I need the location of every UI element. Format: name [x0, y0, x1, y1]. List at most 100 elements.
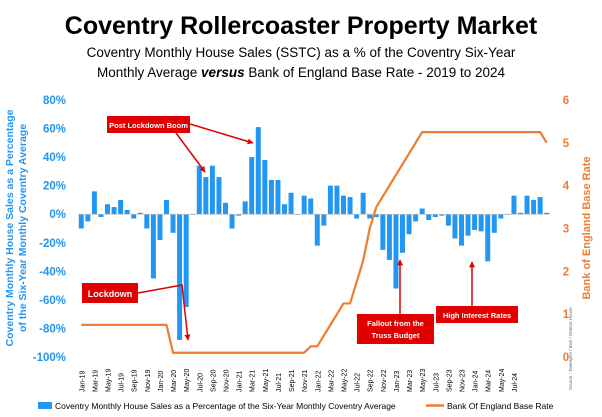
- x-tick-label: Jan-20: [158, 370, 165, 392]
- y-tick-label-left: -40%: [39, 266, 66, 278]
- y-tick-label-left: 60%: [43, 124, 66, 136]
- y-tick-label-left: -60%: [39, 295, 66, 307]
- bar: [137, 212, 143, 215]
- bar: [111, 207, 117, 215]
- x-tick-label: Jan-22: [315, 370, 322, 392]
- bar: [426, 214, 432, 220]
- chart-title: Coventry Rollercoaster Property Market: [65, 12, 538, 40]
- bar: [308, 198, 314, 215]
- y-tick-label-left: 0%: [49, 209, 66, 221]
- bar: [282, 204, 287, 215]
- x-tick-label: Sep-19: [132, 369, 139, 392]
- subtitle-part-c: Bank of England Base Rate - 2019 to 2024: [245, 65, 506, 80]
- bar: [478, 214, 484, 232]
- y-tick-label-right: 1: [563, 309, 570, 321]
- annotation-high-interest-rates: High Interest Rates: [436, 261, 518, 323]
- bar: [367, 214, 373, 219]
- annotation-box: [436, 306, 518, 323]
- bar: [334, 185, 340, 215]
- bar: [380, 214, 386, 250]
- ylabel-left-line2: of the Six-Year Monthly Coventry Average: [17, 124, 29, 332]
- bar: [406, 214, 412, 235]
- x-tick-label: Mar-23: [407, 370, 414, 392]
- bar: [170, 214, 176, 233]
- bar: [439, 214, 445, 216]
- bar: [419, 208, 425, 215]
- bar: [360, 192, 366, 215]
- bar: [85, 214, 91, 222]
- chart-subtitle-line2: Monthly Average versus Bank of England B…: [97, 65, 506, 80]
- bar: [531, 199, 537, 215]
- bar: [524, 195, 530, 215]
- y-tick-label-left: 20%: [43, 181, 66, 193]
- x-tick-label: Sep-21: [289, 369, 296, 392]
- bar: [472, 214, 478, 230]
- bar: [288, 192, 294, 215]
- x-axis-ticks: Jan-19 Mar-19 May-19 Jul-19 Sep-19 Nov-19 Jan-…: [79, 369, 519, 392]
- x-tick-label: Mar-19: [92, 370, 99, 392]
- bar: [242, 201, 248, 215]
- bar: [413, 214, 419, 222]
- bar: [485, 214, 491, 262]
- bar: [150, 214, 156, 279]
- annotation-lockdown: Lockdown: [82, 283, 191, 341]
- bar: [537, 197, 543, 215]
- bar: [393, 214, 399, 289]
- x-tick-label: Jan-21: [237, 370, 244, 392]
- bar: [203, 177, 209, 215]
- x-tick-label: Jul-23: [433, 373, 440, 392]
- x-tick-label: Jan-24: [473, 370, 480, 392]
- bar: [321, 214, 327, 226]
- bar: [544, 212, 550, 215]
- bar: [518, 212, 523, 215]
- x-tick-label: Nov-22: [381, 369, 388, 392]
- bar: [216, 177, 222, 215]
- y-axis-right: 0 1 2 3 4 5 6: [563, 95, 570, 364]
- x-tick-label: May-20: [184, 369, 191, 392]
- x-tick-label: May-24: [499, 369, 506, 392]
- x-tick-label: Mar-20: [171, 370, 178, 392]
- y-tick-label-right: 2: [563, 266, 569, 278]
- x-tick-label: May-23: [420, 369, 427, 392]
- x-tick-label: Nov-23: [460, 369, 467, 392]
- bar: [498, 214, 504, 219]
- x-tick-label: Nov-20: [224, 369, 231, 392]
- x-tick-label: Jan-23: [394, 370, 401, 392]
- bar: [164, 199, 169, 215]
- base-rate-line: [81, 131, 548, 354]
- y-tick-label-left: 80%: [43, 95, 66, 107]
- x-tick-label: Jul-24: [512, 373, 519, 392]
- y-tick-label-left: -80%: [39, 323, 66, 335]
- bar: [341, 195, 346, 215]
- x-tick-label: Mar-24: [486, 370, 493, 392]
- annotation-arrow: [175, 132, 206, 173]
- legend-label-sales: Coventry Monthly House Sales as a Percen…: [55, 401, 396, 411]
- x-tick-label: Nov-19: [145, 369, 152, 392]
- legend: Coventry Monthly House Sales as a Percen…: [38, 401, 554, 411]
- legend-swatch-sales: [38, 402, 52, 409]
- bar: [432, 214, 438, 218]
- subtitle-part-a: Monthly Average: [97, 65, 201, 80]
- bar: [124, 209, 130, 215]
- annotation-box: [107, 116, 190, 133]
- bar: [236, 214, 242, 216]
- bar: [183, 214, 189, 308]
- y-tick-label-right: 4: [563, 181, 570, 193]
- x-tick-label: Jan-19: [79, 370, 86, 392]
- x-tick-label: May-21: [263, 369, 270, 392]
- x-tick-label: Sep-20: [210, 369, 217, 392]
- annotation-box: [357, 314, 434, 344]
- bar: [386, 214, 392, 260]
- x-tick-label: Jul-22: [355, 373, 362, 392]
- bar: [459, 214, 464, 246]
- x-tick-label: Mar-21: [250, 370, 257, 392]
- annotation-label: Post Lockdown Boom: [109, 121, 188, 130]
- y-tick-label-left: 40%: [43, 152, 66, 164]
- bar: [223, 202, 228, 215]
- bar: [268, 179, 274, 215]
- y-axis-left: -100% -80% -60% -40% -20% 0% 20% 40% 60% 80%: [33, 95, 66, 364]
- bar: [91, 191, 97, 215]
- y-tick-label-right: 3: [563, 224, 569, 236]
- subtitle-part-b: versus: [201, 65, 245, 80]
